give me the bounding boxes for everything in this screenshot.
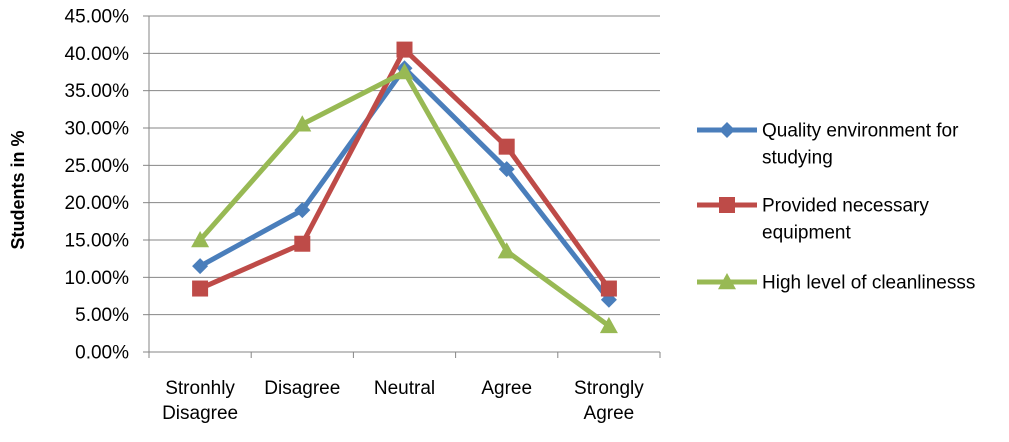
data-point bbox=[293, 115, 312, 132]
y-axis-label: Students in % bbox=[8, 130, 28, 249]
legend-item: Quality environment for studying bbox=[697, 121, 959, 169]
series-lines bbox=[191, 41, 618, 334]
series-square bbox=[192, 41, 617, 297]
x-category-label: Disagree bbox=[264, 378, 340, 399]
data-point bbox=[191, 231, 210, 248]
data-point bbox=[498, 138, 515, 155]
y-tick-label: 20.00% bbox=[65, 193, 130, 214]
legend-label: Quality environment for studying bbox=[762, 121, 959, 169]
series-line bbox=[198, 65, 611, 302]
series-triangle bbox=[191, 63, 618, 334]
y-tick-label: 45.00% bbox=[65, 7, 130, 28]
legend-marker bbox=[718, 273, 736, 290]
x-category-label: Neutral bbox=[374, 378, 435, 399]
y-tick-label: 30.00% bbox=[65, 119, 130, 140]
y-tick-label: 40.00% bbox=[65, 44, 130, 65]
x-category-label: Strongly Agree bbox=[574, 378, 644, 424]
legend-item: Provided necessary equipment bbox=[697, 196, 929, 244]
series-diamond bbox=[192, 60, 617, 308]
data-point bbox=[600, 280, 617, 297]
data-point bbox=[396, 41, 413, 58]
data-point bbox=[497, 242, 516, 259]
data-point bbox=[498, 161, 515, 178]
y-tick-label: 35.00% bbox=[65, 81, 130, 102]
legend-label: High level of cleanlinesss bbox=[762, 273, 975, 294]
legend: Quality environment for studying Provided … bbox=[697, 121, 975, 294]
x-category-labels: Stronhly Disagree Disagree Neutral Agree Stro… bbox=[162, 378, 644, 424]
data-point bbox=[294, 235, 311, 252]
data-point bbox=[395, 63, 414, 80]
y-tick-label: 25.00% bbox=[65, 156, 130, 177]
y-tick-label: 0.00% bbox=[75, 343, 129, 364]
y-tick-labels: 0.00% 5.00% 10.00% 15.00% 20.00% 25.00% 30.00%… bbox=[65, 7, 130, 364]
x-category-label: Agree bbox=[481, 378, 532, 399]
legend-marker bbox=[719, 122, 735, 138]
x-category-label: Stronhly Disagree bbox=[162, 378, 238, 424]
data-point bbox=[599, 316, 618, 334]
legend-item: High level of cleanlinesss bbox=[697, 273, 975, 294]
series-line bbox=[198, 69, 611, 328]
y-tick-label: 15.00% bbox=[65, 231, 130, 252]
data-point bbox=[294, 202, 311, 219]
y-tick-label: 5.00% bbox=[75, 305, 129, 326]
legend-label: Provided necessary equipment bbox=[762, 196, 929, 244]
y-tick-label: 10.00% bbox=[65, 268, 130, 289]
data-point bbox=[192, 258, 209, 275]
axes bbox=[143, 15, 661, 358]
data-point bbox=[192, 280, 209, 297]
legend-marker bbox=[719, 197, 735, 213]
